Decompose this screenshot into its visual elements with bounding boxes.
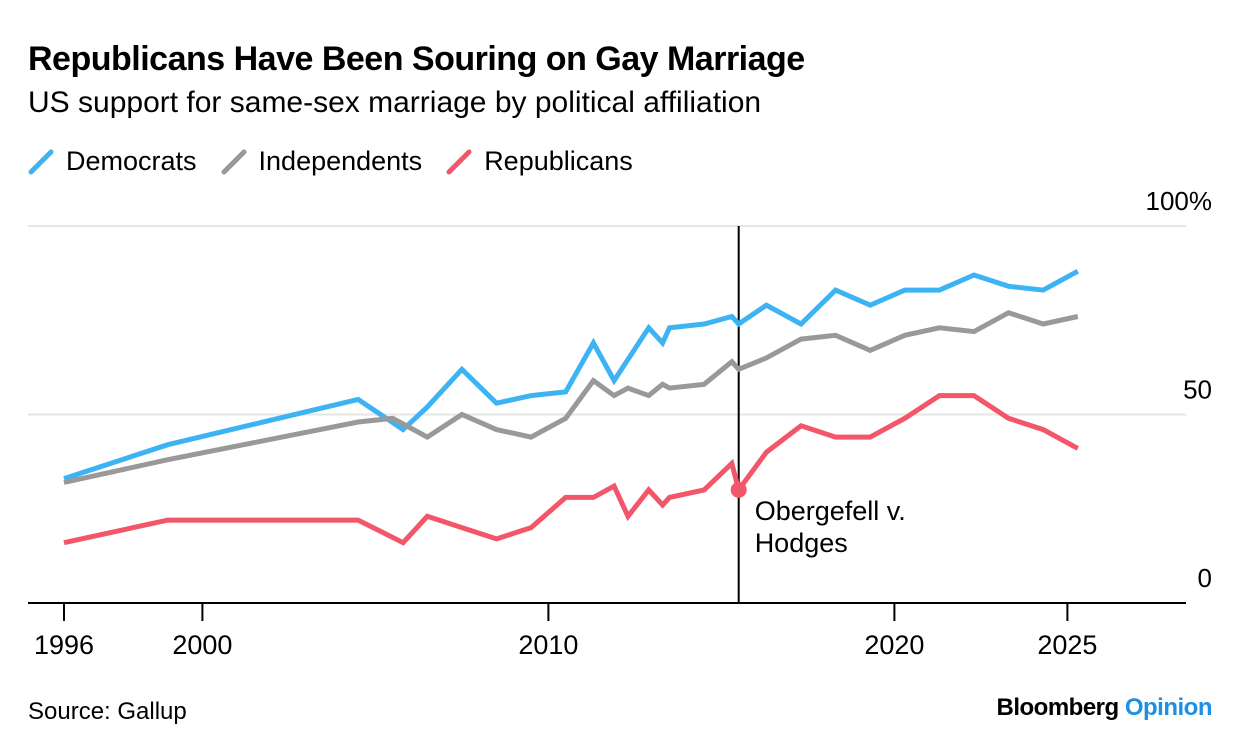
chart-title: Republicans Have Been Souring on Gay Mar… [28,40,805,78]
x-tick-label: 2025 [1037,630,1097,660]
legend-item-republicans: Republicans [446,146,633,177]
legend-item-democrats: Democrats [28,146,197,177]
annotation-label: Hodges [755,528,848,558]
series-line-independents [63,309,1079,485]
brand-logo: Bloomberg Opinion [997,694,1213,722]
series-line-republicans [63,393,1079,546]
x-tick-label: 2000 [172,630,232,660]
x-tick-label: 2020 [864,630,924,660]
brand-name: Bloomberg [996,694,1120,721]
y-tick-label: 0 [1198,563,1212,593]
brand-product: Opinion [1124,694,1213,721]
x-tick-label: 1996 [34,630,94,660]
annotation-marker [730,481,747,498]
legend-label-independents: Independents [258,146,423,176]
x-tick-label: 2010 [518,630,578,660]
legend-item-independents: Independents [221,146,423,177]
legend-mark [28,149,54,174]
source-note: Source: Gallup [28,698,187,725]
y-tick-label: 100% [1146,186,1213,216]
legend: Democrats Independents Republicans [28,146,657,177]
y-tick-label: 50 [1183,375,1212,405]
legend-swatch-independents [221,149,247,174]
legend-swatch-democrats [28,149,54,174]
legend-mark [446,149,472,174]
chart-subtitle: US support for same-sex marriage by poli… [28,86,762,119]
annotation-label: Obergefell v. [755,496,906,526]
legend-label-democrats: Democrats [66,146,197,176]
legend-label-republicans: Republicans [484,146,633,176]
legend-mark [221,149,247,174]
legend-swatch-republicans [446,149,472,174]
series-line-democrats [63,269,1079,481]
